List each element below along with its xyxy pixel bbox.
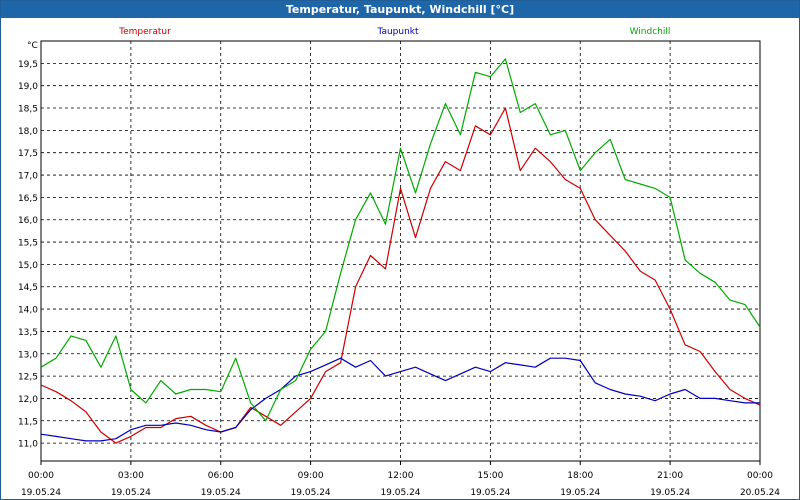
y-tick-label: 11,0 [18,440,38,450]
x-tick-date-label: 19.05.24 [470,488,510,498]
x-tick-time-label: 00:00 [747,471,773,481]
x-tick-date-label: 19.05.24 [291,488,331,498]
x-tick-date-label: 20.05.24 [740,488,780,498]
x-tick-time-label: 09:00 [298,471,324,481]
x-tick-date-label: 19.05.24 [380,488,420,498]
series-line-windchill [40,58,761,422]
x-tick-date-label: 19.05.24 [650,488,690,498]
y-tick-label: 12,0 [18,395,38,405]
y-tick-label: 19,5 [18,60,38,70]
y-tick-label: 17,0 [18,172,38,182]
x-tick-date-label: 19.05.24 [201,488,241,498]
y-tick-label: 18,0 [18,127,38,137]
y-tick-label: 15,5 [18,239,38,249]
y-tick-label: 17,5 [18,149,38,159]
y-tick-label: 14,5 [18,283,38,293]
legend-taupunkt: Taupunkt [376,27,419,37]
x-tick-time-label: 21:00 [657,471,683,481]
x-tick-date-label: 19.05.24 [21,488,61,498]
x-tick-time-label: 03:00 [118,471,144,481]
y-tick-label: 11,5 [18,417,38,427]
series-line-taupunkt [40,357,760,442]
x-tick-time-label: 00:00 [28,471,54,481]
y-tick-label: 13,0 [18,350,38,360]
x-tick-date-label: 19.05.24 [560,488,600,498]
x-tick-time-label: 18:00 [567,471,593,481]
y-tick-label: 13,5 [18,328,38,338]
y-tick-label: 15,0 [18,261,38,271]
chart-title: Temperatur, Taupunkt, Windchill [°C] [1,1,799,18]
y-tick-label: 16,0 [18,216,38,226]
series-line-temperatur [40,107,761,444]
y-tick-label: 16,5 [18,194,38,204]
x-tick-time-label: 06:00 [208,471,234,481]
y-axis-unit-label: °C [27,41,38,51]
y-tick-label: 12,5 [18,373,38,383]
x-tick-time-label: 15:00 [477,471,503,481]
y-tick-label: 19,0 [18,82,38,92]
y-tick-label: 18,5 [18,105,38,115]
chart-canvas: 11,0 11,5 12,0 12,5 13,0 13,5 14,0 14,5 15,0 15,5… [18,27,780,498]
legend-temperatur: Temperatur [118,27,171,37]
legend-windchill: Windchill [630,27,671,37]
y-tick-label: 14,0 [18,306,38,316]
x-tick-time-label: 12:00 [388,471,414,481]
x-tick-date-label: 19.05.24 [111,488,151,498]
